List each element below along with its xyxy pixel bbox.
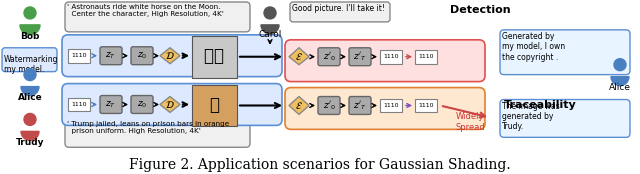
Text: $z'_T$: $z'_T$ bbox=[353, 50, 367, 63]
Text: 1110: 1110 bbox=[71, 102, 87, 107]
Wedge shape bbox=[261, 25, 279, 34]
Polygon shape bbox=[160, 48, 180, 64]
Bar bbox=[68, 97, 90, 112]
Text: Alice: Alice bbox=[18, 93, 42, 102]
Circle shape bbox=[24, 7, 36, 19]
Text: Alice: Alice bbox=[609, 83, 631, 92]
FancyBboxPatch shape bbox=[290, 2, 390, 22]
FancyBboxPatch shape bbox=[500, 30, 630, 75]
Circle shape bbox=[614, 59, 626, 71]
FancyBboxPatch shape bbox=[285, 40, 485, 82]
Bar bbox=[380, 98, 402, 112]
Text: 1110: 1110 bbox=[383, 54, 399, 59]
FancyBboxPatch shape bbox=[65, 119, 250, 147]
Text: The image was
generated by
Trudy.: The image was generated by Trudy. bbox=[502, 101, 560, 131]
Bar bbox=[380, 50, 402, 64]
Text: Good picture. I'll take it!: Good picture. I'll take it! bbox=[292, 4, 385, 13]
FancyBboxPatch shape bbox=[65, 2, 250, 32]
FancyBboxPatch shape bbox=[100, 96, 122, 113]
Text: Traceability: Traceability bbox=[504, 101, 577, 110]
FancyBboxPatch shape bbox=[285, 88, 485, 129]
Bar bbox=[68, 49, 90, 63]
Text: $z_T$: $z_T$ bbox=[106, 50, 116, 61]
FancyBboxPatch shape bbox=[100, 47, 122, 65]
Text: $\mathcal{E}$: $\mathcal{E}$ bbox=[295, 51, 303, 62]
Text: $z_0$: $z_0$ bbox=[137, 99, 147, 110]
Wedge shape bbox=[21, 131, 39, 140]
Text: 1110: 1110 bbox=[383, 103, 399, 108]
Circle shape bbox=[24, 69, 36, 81]
Text: $z_0$: $z_0$ bbox=[137, 50, 147, 61]
FancyBboxPatch shape bbox=[131, 96, 153, 113]
Polygon shape bbox=[160, 97, 180, 112]
Circle shape bbox=[264, 7, 276, 19]
Text: $z'_T$: $z'_T$ bbox=[353, 99, 367, 112]
FancyBboxPatch shape bbox=[349, 48, 371, 66]
Text: 1110: 1110 bbox=[419, 54, 434, 59]
Text: Figure 2. Application scenarios for Gaussian Shading.: Figure 2. Application scenarios for Gaus… bbox=[129, 158, 511, 172]
Text: ' Trump jailed, leans on prison bars in orange
  prison uniform. High Resolution: ' Trump jailed, leans on prison bars in … bbox=[67, 121, 229, 134]
Text: 👷: 👷 bbox=[209, 97, 219, 114]
Text: $\mathcal{D}$: $\mathcal{D}$ bbox=[165, 99, 175, 110]
Text: Watermarking
my model.: Watermarking my model. bbox=[4, 55, 58, 74]
Text: $\mathcal{E}$: $\mathcal{E}$ bbox=[295, 100, 303, 111]
Text: $z_T$: $z_T$ bbox=[106, 99, 116, 110]
Wedge shape bbox=[21, 87, 39, 96]
Bar bbox=[415, 98, 437, 112]
Text: $z'_0$: $z'_0$ bbox=[323, 50, 335, 63]
Wedge shape bbox=[20, 25, 40, 35]
Text: ' Astronauts ride white horse on the Moon.
  Center the character, High Resoluti: ' Astronauts ride white horse on the Moo… bbox=[67, 4, 224, 17]
FancyBboxPatch shape bbox=[2, 48, 57, 72]
FancyBboxPatch shape bbox=[318, 97, 340, 114]
FancyBboxPatch shape bbox=[500, 100, 630, 137]
FancyBboxPatch shape bbox=[62, 35, 282, 77]
FancyBboxPatch shape bbox=[318, 48, 340, 66]
Polygon shape bbox=[289, 97, 309, 114]
Text: Widely
Spread: Widely Spread bbox=[455, 112, 485, 132]
Bar bbox=[192, 36, 237, 78]
Bar bbox=[415, 50, 437, 64]
Text: $z'_0$: $z'_0$ bbox=[323, 99, 335, 112]
Bar bbox=[192, 85, 237, 126]
Wedge shape bbox=[611, 77, 629, 86]
Text: 1110: 1110 bbox=[71, 53, 87, 58]
Circle shape bbox=[24, 113, 36, 125]
Polygon shape bbox=[289, 48, 309, 65]
Text: 1110: 1110 bbox=[419, 103, 434, 108]
Text: Trudy: Trudy bbox=[16, 138, 44, 147]
Text: 🧑‍🚀: 🧑‍🚀 bbox=[204, 48, 224, 65]
Text: Carol: Carol bbox=[259, 30, 282, 39]
FancyBboxPatch shape bbox=[349, 97, 371, 114]
Text: Detection: Detection bbox=[450, 5, 510, 15]
Text: Bob: Bob bbox=[20, 32, 40, 41]
Text: $\mathcal{D}$: $\mathcal{D}$ bbox=[165, 50, 175, 61]
FancyBboxPatch shape bbox=[62, 84, 282, 125]
FancyBboxPatch shape bbox=[131, 47, 153, 65]
Text: Generated by
my model, I own
the copyright .: Generated by my model, I own the copyrig… bbox=[502, 32, 565, 62]
